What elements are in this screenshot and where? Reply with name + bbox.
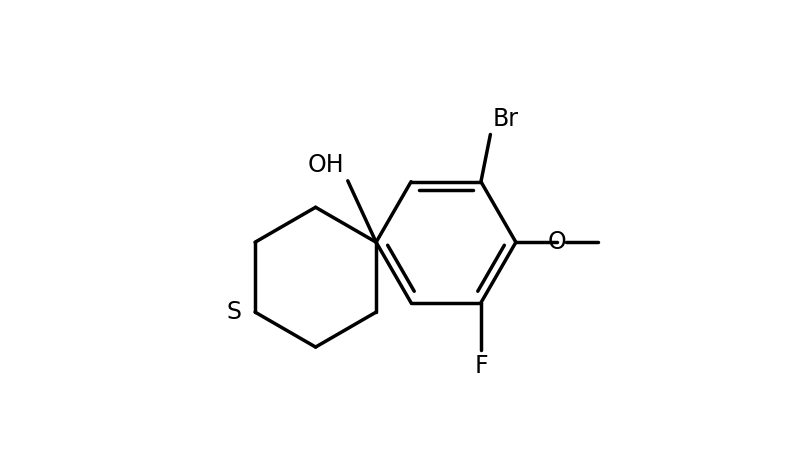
Text: F: F — [474, 354, 487, 378]
Text: Br: Br — [493, 107, 519, 131]
Text: O: O — [548, 230, 566, 254]
Text: OH: OH — [307, 153, 344, 177]
Text: S: S — [227, 300, 242, 324]
